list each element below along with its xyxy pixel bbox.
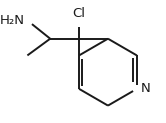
Text: N: N [141, 82, 150, 95]
Text: H₂N: H₂N [0, 14, 24, 27]
Text: Cl: Cl [73, 8, 86, 20]
